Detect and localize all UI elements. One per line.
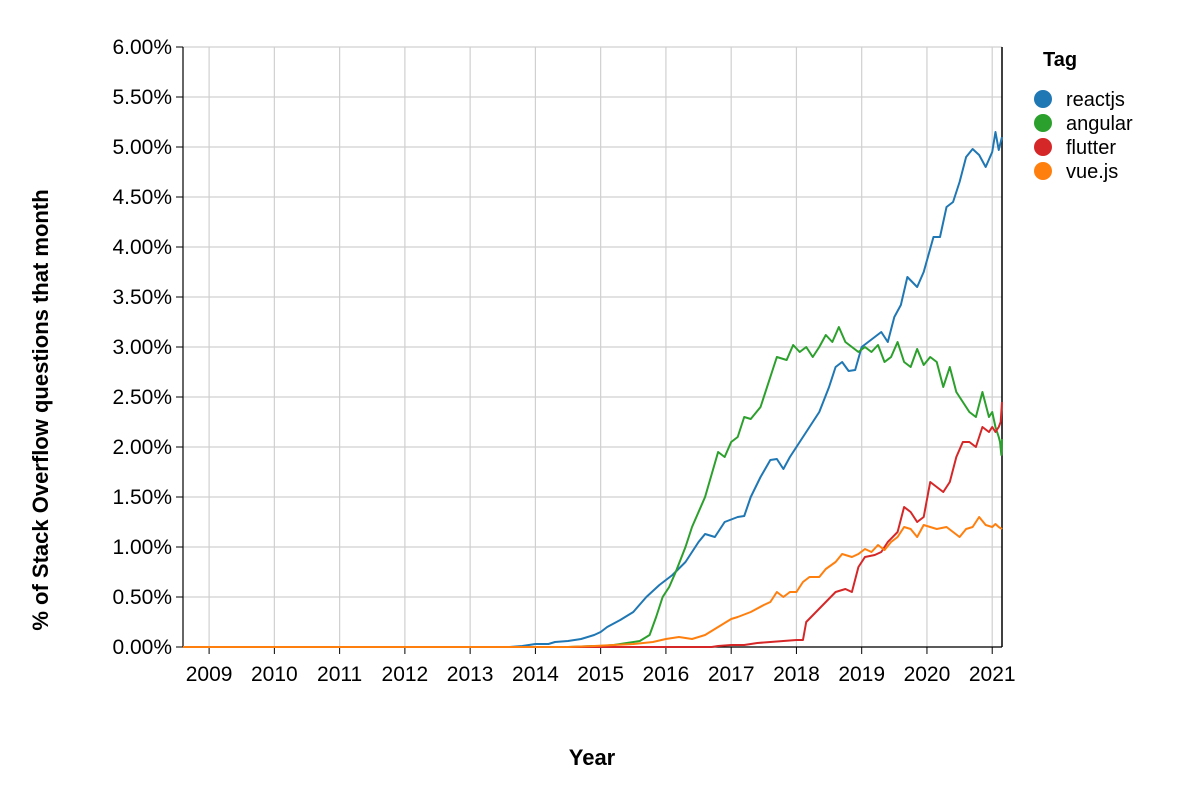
x-tick-label: 2012 (382, 663, 429, 686)
y-tick-label: 1.50% (112, 486, 172, 509)
x-tick-label: 2011 (317, 663, 362, 686)
x-tick-label: 2018 (773, 663, 820, 686)
y-tick-label: 0.00% (112, 636, 172, 659)
y-tick-label: 4.50% (112, 186, 172, 209)
y-tick-label: 0.50% (112, 586, 172, 609)
legend-swatch (1034, 162, 1052, 180)
y-axis-title: % of Stack Overflow questions that month (28, 189, 53, 630)
legend-label: flutter (1066, 137, 1116, 159)
x-tick-label: 2015 (577, 663, 624, 686)
y-tick-label: 1.00% (112, 536, 172, 559)
grid (183, 46, 1002, 648)
legend-label: reactjs (1066, 89, 1125, 111)
y-tick-label: 3.50% (112, 286, 172, 309)
y-tick-label: 2.00% (112, 436, 172, 459)
series-line-flutter (183, 401, 1003, 648)
x-tick-label: 2021 (969, 663, 1016, 686)
series-line-vue-js (183, 516, 1003, 648)
series-line-reactjs (183, 131, 1003, 648)
x-tick-label: 2014 (512, 663, 559, 686)
legend-swatch (1034, 90, 1052, 108)
legend-title: Tag (1043, 49, 1077, 71)
y-tick-label: 3.00% (112, 336, 172, 359)
x-tick-label: 2020 (904, 663, 951, 686)
x-tick-label: 2013 (447, 663, 494, 686)
y-tick-label: 6.00% (112, 36, 172, 59)
x-axis-title: Year (569, 745, 616, 770)
y-tick-label: 2.50% (112, 386, 172, 409)
x-tick-label: 2017 (708, 663, 755, 686)
x-tick-label: 2010 (251, 663, 298, 686)
axes (176, 46, 1003, 654)
x-tick-label: 2009 (186, 663, 233, 686)
series-line-angular (183, 326, 1003, 648)
x-tick-label: 2019 (838, 663, 885, 686)
series-lines (183, 131, 1003, 648)
legend-label: angular (1066, 113, 1133, 135)
y-tick-label: 5.50% (112, 86, 172, 109)
x-tick-label: 2016 (643, 663, 690, 686)
y-tick-label: 4.00% (112, 236, 172, 259)
legend-swatch (1034, 114, 1052, 132)
tick-labels: 0.00% 0.50% 1.00% 1.50% 2.00% 2.50% 3.00% 3.50%… (112, 36, 1015, 686)
y-tick-label: 5.00% (112, 136, 172, 159)
legend-label: vue.js (1066, 161, 1118, 183)
legend-swatch (1034, 138, 1052, 156)
